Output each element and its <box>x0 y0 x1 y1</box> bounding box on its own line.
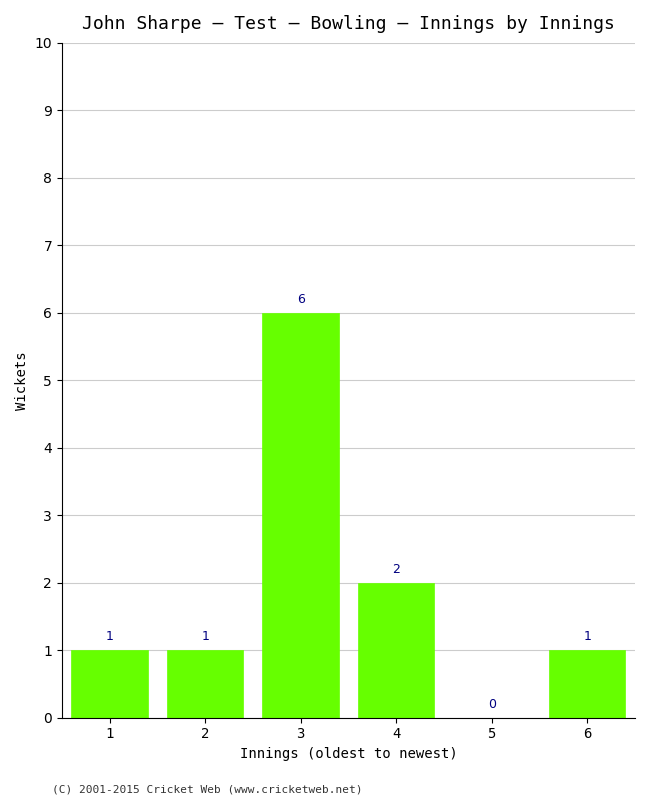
Bar <box>549 650 625 718</box>
Title: John Sharpe – Test – Bowling – Innings by Innings: John Sharpe – Test – Bowling – Innings b… <box>82 15 615 33</box>
Bar <box>167 650 243 718</box>
Text: 6: 6 <box>297 293 305 306</box>
Text: 1: 1 <box>106 630 114 643</box>
Bar <box>358 582 434 718</box>
Text: (C) 2001-2015 Cricket Web (www.cricketweb.net): (C) 2001-2015 Cricket Web (www.cricketwe… <box>52 784 363 794</box>
Text: 1: 1 <box>202 630 209 643</box>
Bar <box>72 650 148 718</box>
Bar <box>263 313 339 718</box>
X-axis label: Innings (oldest to newest): Innings (oldest to newest) <box>240 747 458 761</box>
Text: 2: 2 <box>392 563 400 576</box>
Text: 1: 1 <box>583 630 592 643</box>
Text: 0: 0 <box>488 698 496 711</box>
Y-axis label: Wickets: Wickets <box>15 351 29 410</box>
